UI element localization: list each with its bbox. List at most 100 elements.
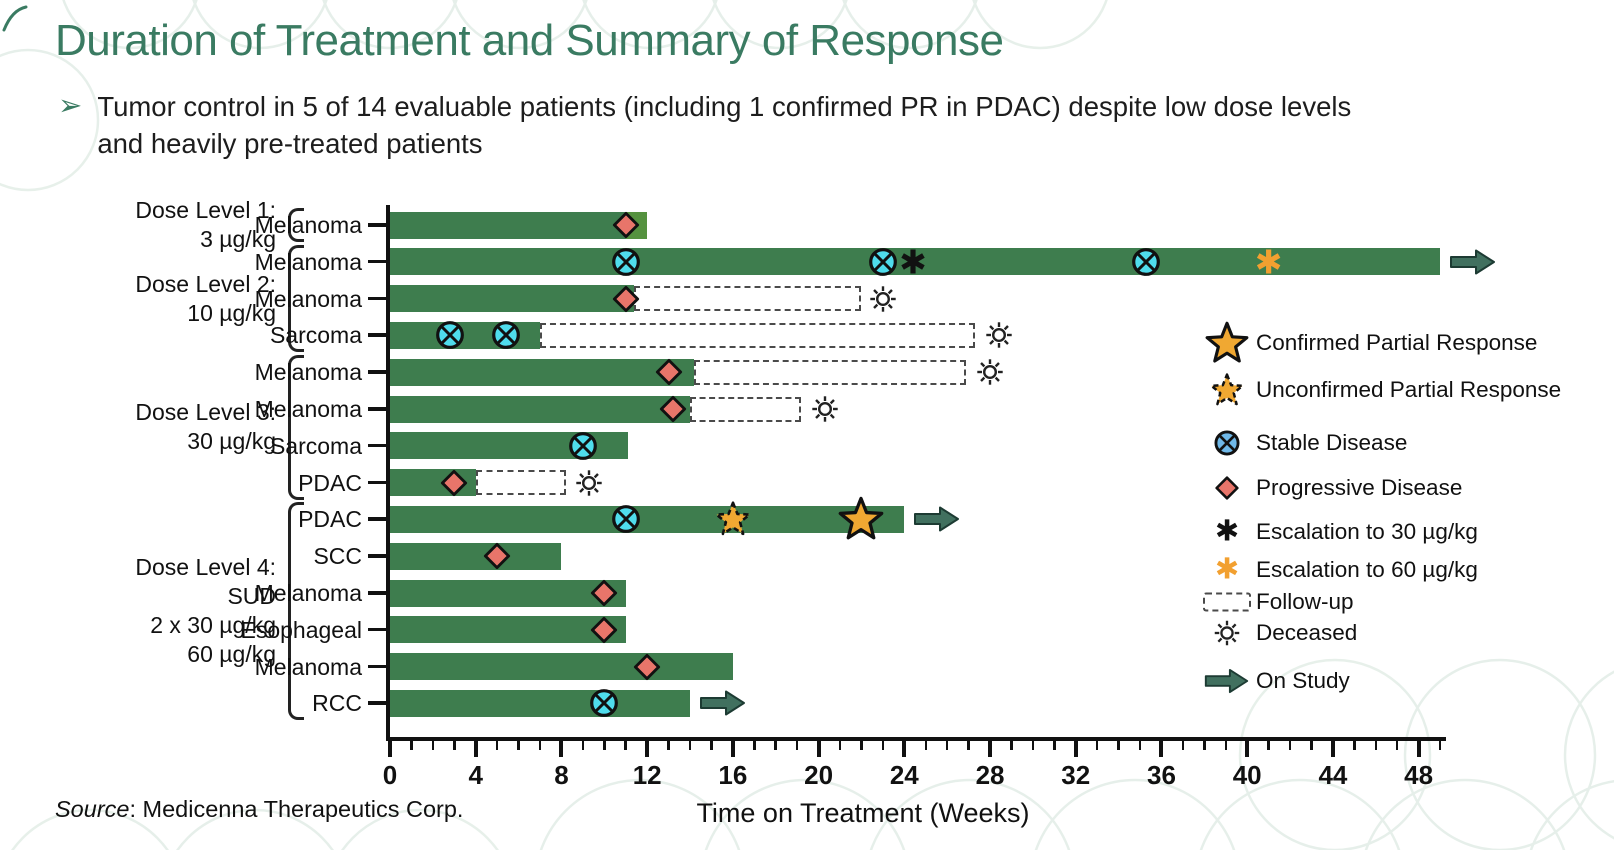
row-label: Melanoma <box>254 359 362 386</box>
x-axis-minor-tick <box>624 741 627 750</box>
y-axis-line <box>386 205 390 741</box>
x-tick-label: 44 <box>1318 760 1348 790</box>
x-axis-minor-tick <box>838 741 842 750</box>
row-label: Melanoma <box>254 248 362 275</box>
row-label: Melanoma <box>254 580 362 606</box>
progressive-disease-icon <box>1215 476 1239 500</box>
x-axis-minor-tick <box>1288 741 1292 750</box>
stable-disease-marker <box>435 320 465 350</box>
x-axis-minor-tick <box>1117 741 1120 750</box>
legend-item-label: Follow-up <box>1256 589 1354 614</box>
x-axis-minor-tick <box>1053 741 1056 750</box>
x-tick-label: 20 <box>804 760 834 790</box>
x-axis-line <box>386 737 1447 741</box>
row-label: PDAC <box>298 506 362 533</box>
progressive-disease-marker <box>484 543 511 570</box>
row-label: Sarcoma <box>269 432 362 459</box>
stable-disease-icon <box>1214 430 1241 457</box>
legend-item-label: Escalation to 30 µg/kg <box>1256 519 1478 544</box>
treatment-bar <box>390 616 626 644</box>
x-tick-label: 40 <box>1232 760 1262 790</box>
row-label: Melanoma <box>254 396 362 422</box>
escalation-30-marker: ✱ <box>899 243 927 281</box>
row-label: Esophageal <box>240 616 363 643</box>
y-axis-row-tick <box>368 259 386 264</box>
x-axis-minor-tick <box>710 741 713 750</box>
x-tick-label: 16 <box>718 760 748 790</box>
deceased-marker <box>869 285 897 313</box>
x-axis-major-tick <box>559 741 564 757</box>
x-tick-label: 28 <box>975 760 1005 790</box>
escalation-30-icon: ✱ <box>1214 515 1240 548</box>
x-tick-label: 48 <box>1404 760 1434 790</box>
row-label: Melanoma <box>254 212 362 238</box>
y-axis-row-tick <box>368 443 386 448</box>
follow-up-box <box>694 359 967 385</box>
legend-item-label: Progressive Disease <box>1256 475 1463 500</box>
treatment-bar <box>390 358 695 386</box>
progressive-disease-marker <box>591 579 618 607</box>
dose-group-label: Dose Level 4: SUD 2 x 30 µg/kg 60 µg/kg <box>135 554 276 668</box>
x-axis-title: Time on Treatment (Weeks) <box>696 798 1030 828</box>
stable-disease-marker <box>1131 247 1161 277</box>
y-axis-row-tick <box>368 554 386 558</box>
on-study-icon <box>1203 668 1251 694</box>
x-axis-major-tick <box>988 741 993 757</box>
y-axis-row-tick <box>368 407 386 411</box>
x-axis-major-tick <box>730 741 735 757</box>
dose-group-bracket <box>288 208 304 242</box>
treatment-bar <box>390 542 562 570</box>
y-axis-row-tick <box>368 701 386 705</box>
x-axis-minor-tick <box>453 741 456 750</box>
treatment-bar <box>390 285 635 313</box>
x-axis-major-tick <box>645 741 650 757</box>
legend-item-label: Confirmed Partial Response <box>1256 330 1538 355</box>
dose-group-bracket <box>288 355 304 500</box>
progressive-disease-marker <box>612 211 639 239</box>
x-tick-label: 4 <box>468 760 483 790</box>
progressive-disease-marker <box>591 616 618 643</box>
treatment-bar <box>390 505 905 533</box>
x-axis-major-tick <box>1159 741 1164 757</box>
x-axis-minor-tick <box>1438 741 1442 750</box>
dose-group-label: Dose Level 1: 3 µg/kg <box>135 197 276 252</box>
dose-group-label: Dose Level 3: 30 µg/kg <box>135 399 276 455</box>
x-axis-minor-tick <box>1224 741 1228 750</box>
follow-up-box <box>540 322 976 348</box>
x-axis-minor-tick <box>581 741 585 750</box>
deceased-marker <box>976 358 1004 386</box>
y-axis-row-tick <box>368 517 386 521</box>
confirmed-pr-marker <box>837 495 885 543</box>
y-axis-row-tick <box>368 223 386 227</box>
x-tick-label: 24 <box>889 760 919 790</box>
deceased-marker <box>985 321 1013 349</box>
deceased-marker <box>811 395 839 423</box>
x-axis-minor-tick <box>431 741 435 750</box>
x-axis-minor-tick <box>603 741 606 750</box>
x-axis-minor-tick <box>1031 741 1035 750</box>
y-axis-row-tick <box>368 664 386 669</box>
x-axis-minor-tick <box>1374 741 1378 750</box>
treatment-bar <box>390 395 691 423</box>
unconfirmed-pr-marker <box>714 500 752 538</box>
x-tick-label: 36 <box>1147 760 1176 790</box>
page-title: Duration of Treatment and Summary of Res… <box>55 16 1004 65</box>
treatment-bar <box>390 689 691 717</box>
row-label: RCC <box>312 690 362 717</box>
x-axis-minor-tick <box>1138 741 1142 750</box>
stable-disease-marker <box>868 247 898 277</box>
key-point-bullet: ➢ Tumor control in 5 of 14 evaluable pat… <box>58 88 1351 162</box>
legend-item-label: Escalation to 60 µg/kg <box>1256 557 1478 582</box>
x-axis-minor-tick <box>1095 741 1099 750</box>
x-axis-major-tick <box>388 741 392 757</box>
x-axis-minor-tick <box>1267 741 1270 750</box>
on-study-arrow <box>700 690 746 717</box>
stable-disease-marker <box>589 688 619 718</box>
y-axis-row-tick <box>368 480 386 485</box>
row-label: Melanoma <box>254 653 362 680</box>
row-label: Melanoma <box>254 285 362 312</box>
deceased-icon <box>1214 620 1241 647</box>
x-axis-minor-tick <box>1181 741 1185 750</box>
